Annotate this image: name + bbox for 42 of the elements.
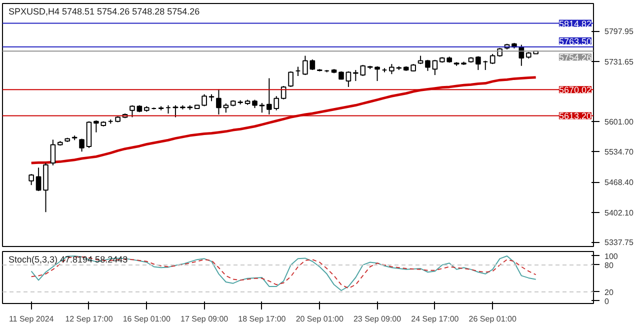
y-tick-label: 0 <box>604 296 610 306</box>
candlestick <box>432 59 438 76</box>
y-tick-label: 5534.70 <box>604 148 634 157</box>
candlestick <box>36 167 42 192</box>
candlestick <box>50 139 56 166</box>
y-tick-label: 5797.95 <box>604 27 634 36</box>
x-tick-label: 24 Sep 17:00 <box>411 314 460 324</box>
candlestick <box>172 104 178 118</box>
x-tick-label: 12 Sep 17:00 <box>65 314 114 324</box>
y-tick-label: 5337.75 <box>604 238 634 248</box>
chart-title: SPXUSD,H4 5748.51 5754.26 5748.28 5754.26 <box>8 6 200 16</box>
candlestick <box>425 59 430 72</box>
candlestick <box>302 55 308 76</box>
ref-line-label: 5613.20 <box>558 111 592 122</box>
candlestick <box>288 70 294 88</box>
candlestick <box>476 56 481 70</box>
x-tick-label: 16 Sep 01:00 <box>122 314 171 324</box>
candlestick <box>28 174 34 186</box>
candlestick <box>346 70 352 88</box>
x-tick-label: 17 Sep 09:00 <box>180 314 229 324</box>
candlestick <box>374 66 380 82</box>
y-tick-label: 80 <box>604 260 614 270</box>
ref-line-label: 5754.26 <box>558 52 592 63</box>
x-tick-label: 26 Sep 01:00 <box>468 314 517 324</box>
y-tick-label: 100 <box>604 252 618 261</box>
y-tick-label: 5601.00 <box>604 117 634 126</box>
x-tick-label: 11 Sep 2024 <box>8 314 54 324</box>
y-tick-label: 5402.10 <box>604 208 634 218</box>
candlestick <box>216 88 222 115</box>
y-tick-label: 20 <box>604 288 614 297</box>
y-tick-label: 5731.65 <box>604 57 634 66</box>
x-tick-label: 23 Sep 09:00 <box>353 314 402 324</box>
x-tick-label: 18 Sep 17:00 <box>238 314 286 324</box>
ref-line-label: 5814.82 <box>558 18 592 29</box>
candlestick <box>490 53 496 65</box>
x-tick-label: 20 Sep 01:00 <box>296 314 344 324</box>
y-tick-label: 5468.40 <box>604 178 634 188</box>
candlestick <box>79 138 84 152</box>
candlestick <box>310 58 316 70</box>
ref-line-label: 5763.50 <box>558 36 592 46</box>
candlestick <box>223 102 229 114</box>
ref-line-label: 5670.02 <box>558 85 592 96</box>
